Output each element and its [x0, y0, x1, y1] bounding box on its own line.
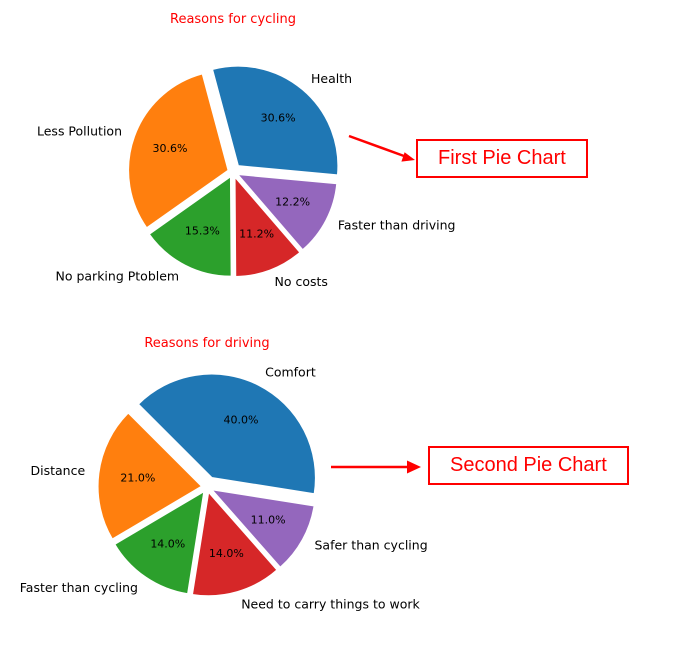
pie-slice-label: Safer than cycling [315, 538, 428, 553]
pie-percent-label: 15.3% [185, 225, 220, 238]
pie-slice-label: Need to carry things to work [241, 596, 420, 611]
pie-slice-label: Health [311, 71, 352, 86]
arrow-icon-second [331, 460, 421, 474]
annotation-box-first: First Pie Chart [416, 139, 588, 178]
pie-percent-label: 30.6% [261, 112, 296, 125]
pie-percent-label: 21.0% [120, 471, 155, 484]
pie-slice-label: Faster than cycling [20, 580, 138, 595]
pie-slice-label: No parking Ptoblem [55, 269, 179, 284]
pie-slice-3 [148, 174, 233, 278]
pie-chart-cycling: 30.6% Health 12.2% Faster than driving 11.2%… [37, 65, 456, 289]
pie-chart-driving: 40.0% Comfort 11.0% Safer than cycling 14.0%… [20, 365, 428, 612]
arrow-icon-first [348, 134, 415, 162]
pie-slice-2 [234, 174, 302, 278]
pie-slice-0 [211, 65, 339, 176]
pie-percent-label: 12.2% [275, 196, 310, 209]
pie-slice-1 [235, 173, 338, 252]
pie-slice-4 [97, 411, 204, 541]
pie-slice-2 [191, 490, 279, 597]
pie-slice-label: No costs [275, 274, 328, 289]
pie-percent-label: 14.0% [209, 547, 244, 560]
pie-slice-label: Faster than driving [338, 218, 456, 233]
pie-percent-label: 14.0% [150, 538, 185, 551]
annotation-box-second: Second Pie Chart [428, 446, 629, 485]
pie-percent-label: 11.2% [239, 228, 274, 241]
chart-title-cycling: Reasons for cycling [170, 12, 296, 27]
pie-slice-4 [127, 72, 230, 230]
pie-percent-label: 11.0% [251, 514, 286, 527]
pie-percent-label: 40.0% [224, 413, 259, 426]
pie-slice-label: Less Pollution [37, 123, 122, 138]
pie-percent-label: 30.6% [153, 142, 188, 155]
pie-slice-label: Comfort [265, 365, 316, 380]
pie-slice-1 [209, 488, 316, 569]
pie-slice-0 [137, 373, 317, 495]
pie-slice-3 [113, 489, 206, 595]
pie-slice-label: Distance [31, 463, 86, 478]
chart-title-driving: Reasons for driving [144, 336, 270, 351]
